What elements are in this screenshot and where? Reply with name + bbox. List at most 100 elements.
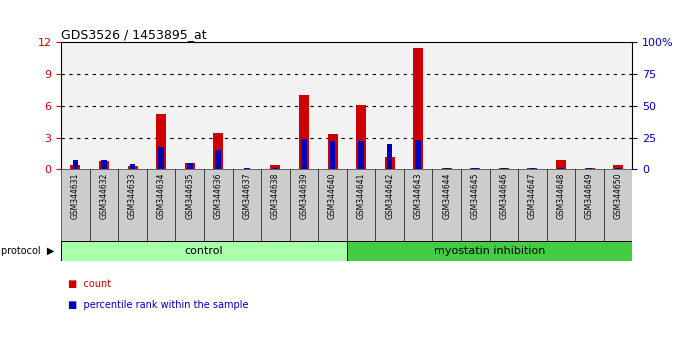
- Bar: [613, 165, 623, 169]
- Bar: [214, 133, 223, 169]
- Bar: [432, 42, 461, 169]
- Bar: [233, 169, 261, 241]
- Bar: [204, 169, 233, 241]
- Bar: [442, 168, 452, 169]
- Text: GSM344644: GSM344644: [442, 173, 452, 219]
- Bar: [530, 168, 535, 169]
- Bar: [556, 160, 566, 169]
- Bar: [461, 169, 490, 241]
- Bar: [158, 147, 164, 169]
- Bar: [147, 169, 175, 241]
- Text: GSM344632: GSM344632: [99, 173, 109, 219]
- Bar: [528, 168, 537, 169]
- Bar: [299, 95, 309, 169]
- Bar: [413, 48, 423, 169]
- Bar: [499, 168, 509, 169]
- Text: GSM344631: GSM344631: [71, 173, 80, 219]
- Bar: [432, 169, 461, 241]
- Bar: [347, 42, 375, 169]
- Bar: [385, 157, 394, 169]
- Text: GSM344637: GSM344637: [242, 173, 252, 219]
- Bar: [233, 42, 261, 169]
- Bar: [461, 42, 490, 169]
- Text: ■  count: ■ count: [68, 279, 111, 289]
- Text: GSM344634: GSM344634: [156, 173, 166, 219]
- Bar: [547, 42, 575, 169]
- Bar: [90, 169, 118, 241]
- Text: GSM344641: GSM344641: [356, 173, 366, 219]
- Bar: [90, 42, 118, 169]
- Bar: [575, 42, 604, 169]
- Text: GSM344642: GSM344642: [385, 173, 394, 219]
- Bar: [404, 42, 432, 169]
- Bar: [290, 169, 318, 241]
- Bar: [518, 42, 547, 169]
- Bar: [330, 142, 335, 169]
- Text: GSM344638: GSM344638: [271, 173, 280, 219]
- Bar: [490, 169, 518, 241]
- Bar: [290, 42, 318, 169]
- Text: protocol  ▶: protocol ▶: [1, 246, 54, 256]
- Text: GSM344636: GSM344636: [214, 173, 223, 219]
- Bar: [261, 169, 290, 241]
- Bar: [558, 168, 564, 169]
- Text: GSM344649: GSM344649: [585, 173, 594, 219]
- Bar: [490, 42, 518, 169]
- Bar: [375, 169, 404, 241]
- Bar: [347, 169, 375, 241]
- Bar: [358, 142, 364, 169]
- Bar: [61, 42, 90, 169]
- Bar: [501, 168, 507, 169]
- Text: GDS3526 / 1453895_at: GDS3526 / 1453895_at: [61, 28, 207, 41]
- Bar: [204, 42, 233, 169]
- Text: myostatin inhibition: myostatin inhibition: [434, 246, 545, 256]
- Bar: [473, 168, 478, 169]
- Bar: [130, 164, 135, 169]
- Bar: [415, 140, 421, 169]
- Bar: [99, 161, 109, 169]
- Text: GSM344640: GSM344640: [328, 173, 337, 219]
- Bar: [615, 168, 621, 169]
- Bar: [101, 160, 107, 169]
- Bar: [271, 165, 280, 169]
- Bar: [61, 169, 90, 241]
- Bar: [547, 169, 575, 241]
- Bar: [128, 166, 137, 169]
- Bar: [118, 42, 147, 169]
- Text: GSM344639: GSM344639: [299, 173, 309, 219]
- Bar: [71, 165, 80, 169]
- Bar: [328, 135, 337, 169]
- Bar: [375, 42, 404, 169]
- Bar: [604, 42, 632, 169]
- Bar: [244, 168, 250, 169]
- Text: GSM344633: GSM344633: [128, 173, 137, 219]
- Bar: [604, 169, 632, 241]
- Bar: [404, 169, 432, 241]
- Bar: [471, 168, 480, 169]
- Text: control: control: [185, 246, 223, 256]
- Bar: [518, 169, 547, 241]
- Bar: [156, 114, 166, 169]
- Bar: [587, 168, 592, 169]
- Bar: [175, 42, 204, 169]
- Bar: [61, 241, 347, 261]
- Text: GSM344648: GSM344648: [556, 173, 566, 219]
- Text: GSM344646: GSM344646: [499, 173, 509, 219]
- Bar: [347, 241, 632, 261]
- Bar: [356, 105, 366, 169]
- Text: GSM344645: GSM344645: [471, 173, 480, 219]
- Text: GSM344643: GSM344643: [413, 173, 423, 219]
- Bar: [261, 42, 290, 169]
- Bar: [273, 168, 278, 169]
- Bar: [444, 168, 449, 169]
- Text: GSM344635: GSM344635: [185, 173, 194, 219]
- Bar: [301, 139, 307, 169]
- Bar: [73, 160, 78, 169]
- Bar: [118, 169, 147, 241]
- Bar: [147, 42, 175, 169]
- Bar: [387, 144, 392, 169]
- Bar: [175, 169, 204, 241]
- Bar: [216, 150, 221, 169]
- Text: GSM344647: GSM344647: [528, 173, 537, 219]
- Text: ■  percentile rank within the sample: ■ percentile rank within the sample: [68, 300, 248, 310]
